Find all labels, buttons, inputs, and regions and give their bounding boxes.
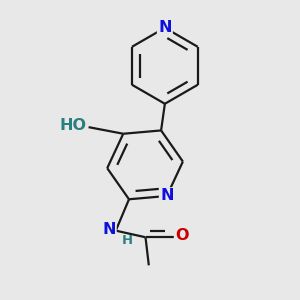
Text: N: N bbox=[158, 20, 172, 35]
Text: O: O bbox=[175, 228, 189, 243]
Text: N: N bbox=[160, 188, 174, 203]
Text: N: N bbox=[102, 221, 116, 236]
Text: H: H bbox=[122, 234, 133, 247]
Text: HO: HO bbox=[60, 118, 87, 133]
